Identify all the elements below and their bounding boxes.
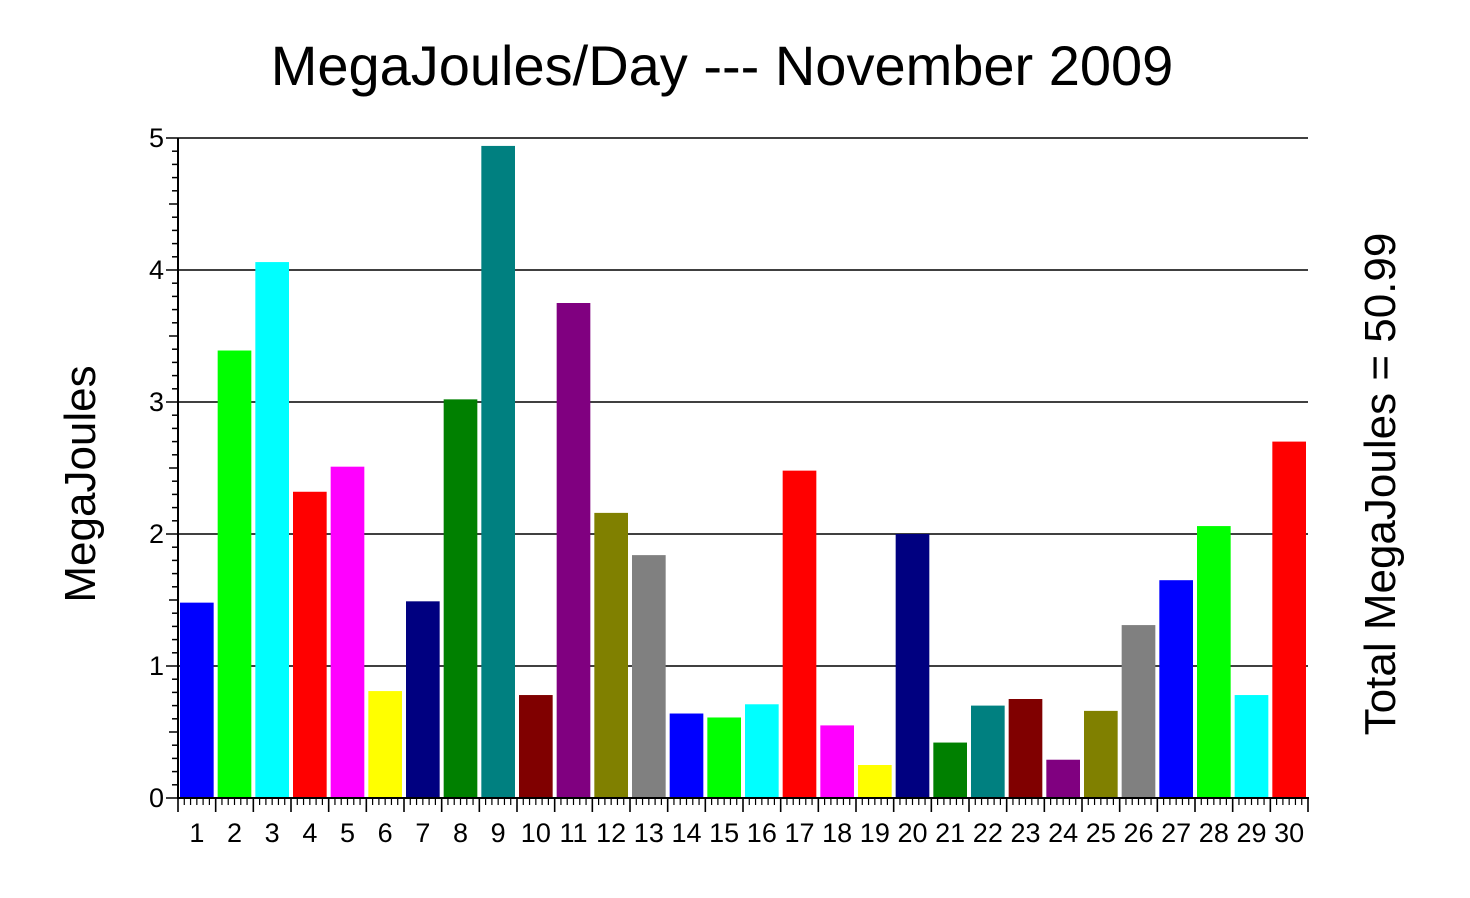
bar-11 [556,303,591,798]
x-tick-label-28: 28 [1199,818,1229,848]
bar-26 [1121,625,1156,798]
x-tick-label-21: 21 [935,818,965,848]
x-tick-label-1: 1 [189,818,204,848]
x-tick-label-16: 16 [747,818,777,848]
y-tick-label: 5 [149,123,164,153]
bars [180,145,1306,799]
bar-12 [594,512,628,798]
bar-22 [971,705,1005,798]
bar-15 [707,717,741,798]
x-tick-label-26: 26 [1123,818,1153,848]
bar-13 [632,555,666,798]
x-tick-label-22: 22 [973,818,1003,848]
x-tick-label-27: 27 [1161,818,1191,848]
x-tick-label-7: 7 [415,818,430,848]
x-tick-label-5: 5 [340,818,355,848]
bar-8 [443,399,478,798]
x-tick-label-3: 3 [265,818,280,848]
bar-16 [745,704,779,798]
x-tick-label-2: 2 [227,818,242,848]
x-tick-label-23: 23 [1010,818,1040,848]
x-tick-label-12: 12 [596,818,626,848]
x-tick-label-11: 11 [559,818,587,848]
bar-9 [481,145,515,799]
bar-4 [293,491,327,798]
x-tick-label-10: 10 [521,818,551,848]
bar-21 [933,742,967,798]
x-tick-label-13: 13 [634,818,664,848]
bar-18 [820,725,854,798]
bar-24 [1046,759,1080,798]
axes [166,137,1309,812]
total-megajoules-label: Total MegaJoules = 50.99 [1356,233,1405,736]
bar-5 [330,466,365,798]
gridlines [178,137,1308,667]
bar-3 [255,262,289,799]
y-tick-label: 0 [149,783,164,813]
y-tick-label: 1 [149,651,164,681]
y-axis-label: MegaJoules [56,365,105,602]
bar-27 [1159,580,1193,798]
x-tick-label-18: 18 [822,818,852,848]
bar-29 [1234,695,1269,798]
x-tick-label-25: 25 [1086,818,1116,848]
bar-1 [180,602,214,798]
x-tick-label-14: 14 [671,818,701,848]
y-tick-labels: 0 1 2 3 4 5 [149,123,164,813]
x-tick-label-4: 4 [302,818,317,848]
x-tick-label-15: 15 [709,818,739,848]
x-tick-label-24: 24 [1048,818,1078,848]
bar-10 [519,695,553,798]
bar-6 [368,691,402,798]
x-tick-label-9: 9 [491,818,506,848]
bar-19 [858,765,892,798]
x-tick-label-6: 6 [378,818,393,848]
bar-20 [895,534,930,798]
x-tick-label-8: 8 [453,818,468,848]
x-tick-label-20: 20 [897,818,927,848]
bar-23 [1008,699,1043,798]
bar-30 [1272,441,1306,798]
y-tick-label: 3 [149,387,164,417]
x-tick-label-30: 30 [1274,818,1304,848]
x-tick-label-17: 17 [784,818,814,848]
bar-28 [1197,526,1231,798]
chart-title: MegaJoules/Day --- November 2009 [271,34,1174,97]
bar-25 [1084,710,1118,798]
bar-2 [217,350,252,798]
x-tick-label-29: 29 [1236,818,1266,848]
y-tick-label: 4 [149,255,164,285]
bar-7 [406,601,440,798]
bar-14 [669,713,704,798]
x-tick-label-19: 19 [860,818,890,848]
bar-17 [782,470,817,798]
x-tick-labels: 1 2 3 4 5 6 7 8 9 10 11 12 13 14 15 16 17 18 19 20 21 22 23 24 2… [189,818,1304,848]
y-tick-label: 2 [149,519,164,549]
